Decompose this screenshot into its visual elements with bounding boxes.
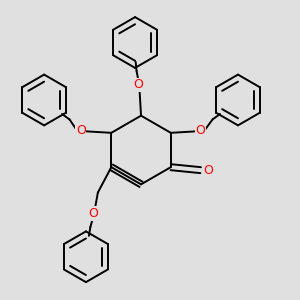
Text: O: O xyxy=(203,164,213,177)
Text: O: O xyxy=(88,207,98,220)
Text: O: O xyxy=(134,78,144,92)
Text: O: O xyxy=(196,124,206,137)
Text: O: O xyxy=(76,124,86,137)
